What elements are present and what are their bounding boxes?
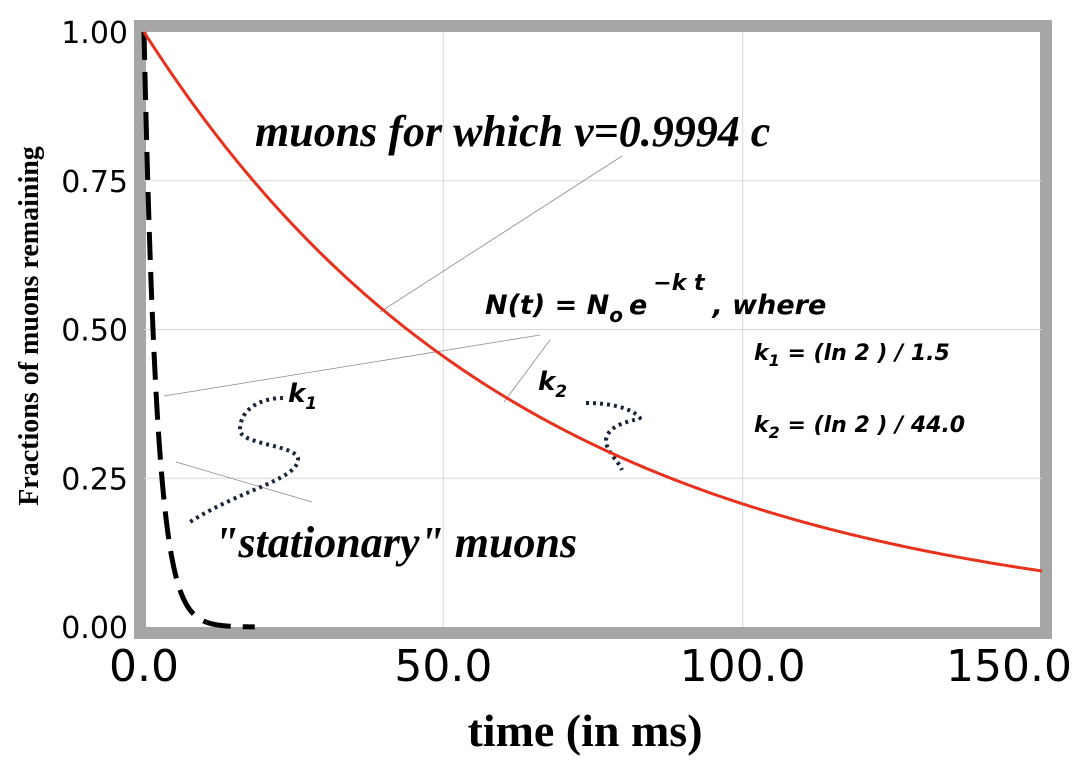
k2-definition: k2 = (ln 2 ) / 44.0 — [754, 413, 965, 442]
plot-frame — [134, 20, 1052, 639]
decay-equation: N(t) = No e−k t, where — [485, 271, 826, 327]
y-tick-label: 0.25 — [61, 462, 128, 497]
x-tick-label: 100.0 — [680, 641, 806, 692]
tick-labels: 0.00 0.25 0.50 0.75 1.00 0.0 50.0 100.0 150.0 — [61, 16, 1072, 692]
y-axis-label: Fractions of muons remaining — [14, 146, 45, 506]
k1-definition: k1 = (ln 2 ) / 1.5 — [754, 341, 950, 370]
series-lines — [141, 31, 1043, 630]
leader-lines — [163, 155, 623, 503]
y-tick-label: 0.75 — [61, 165, 128, 200]
k2-squiggle — [585, 401, 643, 471]
fast-muons-label: muons for which v=0.9994 c — [255, 107, 770, 156]
y-tick-label: 0.00 — [61, 611, 128, 646]
stationary-muons-curve — [141, 31, 255, 630]
x-tick-label: 50.0 — [394, 641, 492, 692]
k1-label: k1 — [288, 379, 317, 414]
y-tick-label: 0.50 — [61, 314, 128, 349]
x-tick-label: 0.0 — [109, 641, 179, 692]
k1-squiggle — [188, 396, 300, 524]
fast-muons-curve — [142, 31, 1043, 573]
k2-label: k2 — [538, 367, 567, 402]
x-tick-label: 150.0 — [946, 641, 1072, 692]
stationary-muons-label: "stationary" muons — [214, 518, 577, 567]
x-axis-label: time (in ms) — [467, 705, 702, 756]
grid-lines — [144, 32, 1042, 627]
y-tick-label: 1.00 — [61, 16, 128, 51]
